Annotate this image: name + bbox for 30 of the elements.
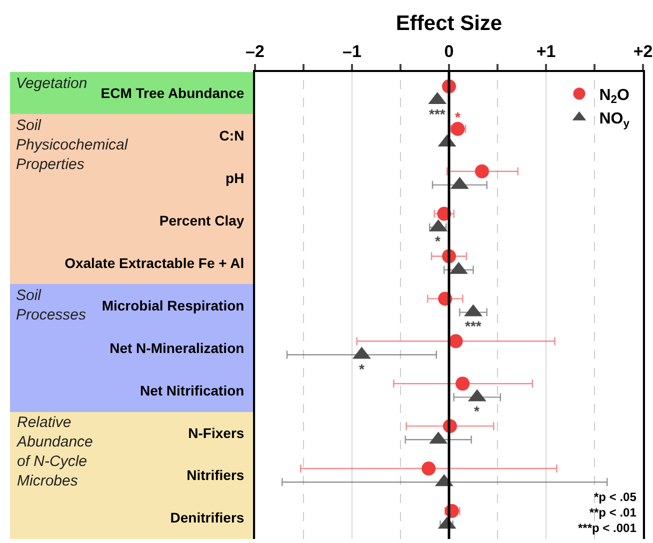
text: *p < .05 **p < .01 ***p < .001 <box>578 490 636 536</box>
y-tick-label: Percent Clay <box>159 212 244 228</box>
annotation: *** <box>465 318 482 334</box>
x-axis-title: Effect Size <box>396 12 502 35</box>
annotation: *** <box>429 106 446 122</box>
y-tick-label: Oxalate Extractable Fe + Al <box>64 254 244 271</box>
annotation: * <box>435 233 441 249</box>
y-tick-label: N-Fixers <box>188 424 244 441</box>
text: Soil Physicochemical Properties <box>16 117 128 173</box>
annotation: * <box>455 109 461 125</box>
x-tick-label: –1 <box>342 42 362 62</box>
y-tick-label: Nitrifiers <box>186 467 244 484</box>
x-tick-label: –2 <box>246 42 264 62</box>
y-tick-label: ECM Tree Abundance <box>100 85 244 102</box>
annotation: * <box>359 361 365 377</box>
legend-label: N$_{2}$O <box>599 86 630 106</box>
text: Vegetation <box>16 75 88 92</box>
y-tick-label: C:N <box>219 128 244 144</box>
text: Soil Processes <box>16 287 87 324</box>
text: Relative Abundance of N-Cycle Microbes <box>16 414 93 490</box>
legend-label: NO$_{y}$ <box>599 110 630 130</box>
x-tick-label: +1 <box>536 42 556 62</box>
y-tick-label: Net N-Mineralization <box>110 340 244 356</box>
y-tick-label: Denitrifiers <box>170 510 244 526</box>
x-tick-label: 0 <box>444 42 454 62</box>
y-tick-label: Net Nitrification <box>140 382 244 398</box>
x-tick-label: +2 <box>633 42 653 62</box>
y-tick-label: pH <box>226 170 244 186</box>
y-tick-label: Microbial Respiration <box>102 297 244 314</box>
annotation: * <box>474 403 480 419</box>
